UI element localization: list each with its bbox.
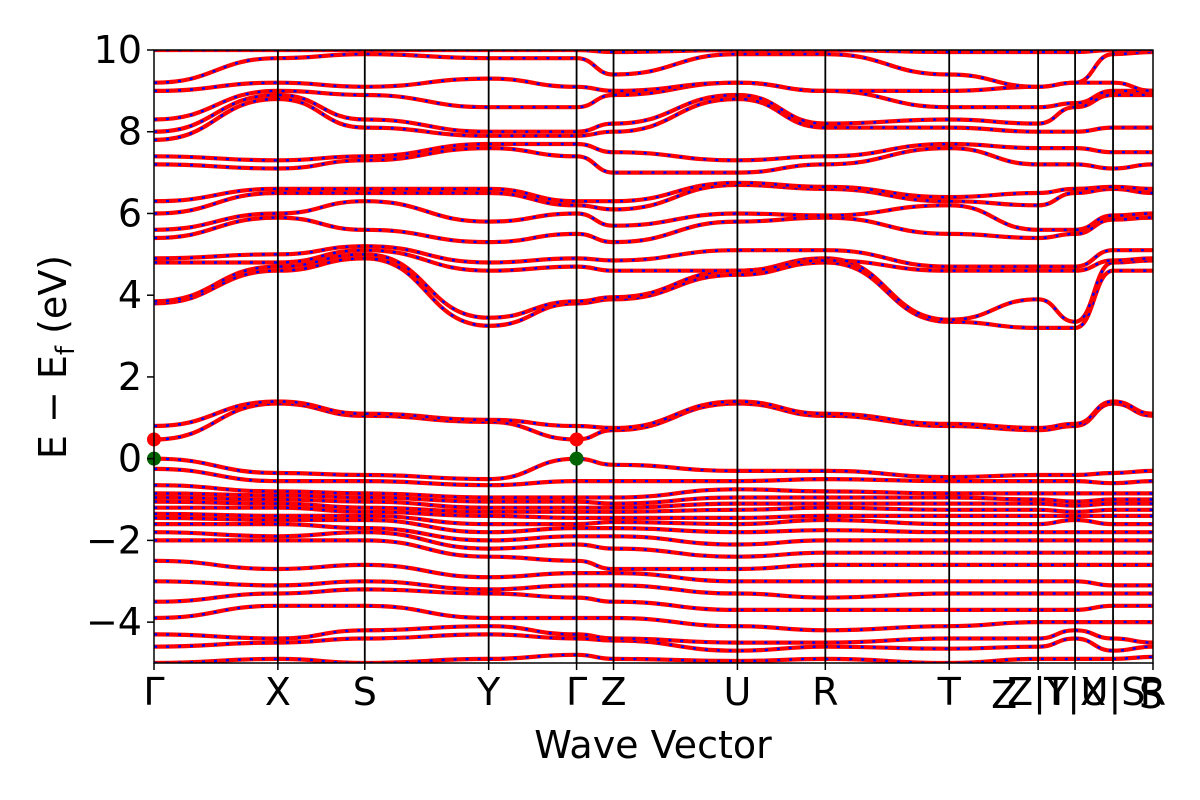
x-tick-label: Γ: [566, 670, 587, 714]
y-tick-label: 2: [118, 355, 142, 399]
x-tick-label: R: [812, 670, 838, 714]
x-tick-label: T|X: [1043, 670, 1106, 715]
x-tick-label: Z: [601, 670, 627, 714]
y-axis-label: E − Ef (eV): [31, 255, 81, 459]
y-tick-label: 4: [118, 273, 142, 317]
band-19-spin-down: [154, 457, 1153, 481]
band-14-spin-up: [154, 499, 1153, 514]
band-30-spin-up: [154, 145, 1153, 175]
band-19-spin-up: [154, 456, 1153, 482]
band-2-spin-up: [154, 632, 1153, 653]
band-29-spin-up: [154, 180, 1153, 204]
band-6-spin-up: [154, 579, 1153, 600]
x-axis-ticks: Γ X S Y Γ Z U R T Z|YT|XU|SRZ S: [143, 663, 1166, 717]
y-axis-label-main: E − E: [31, 355, 75, 459]
x-tick-label: X: [265, 670, 291, 714]
band-36-spin-down: [154, 50, 1153, 89]
y-tick-label: 8: [118, 110, 142, 154]
y-tick-label: 6: [118, 191, 142, 235]
band-21-spin-down: [154, 400, 1153, 430]
band-16-spin-up: [154, 491, 1153, 506]
y-axis-ticks: −4 −2 0 2 4 6 8 10: [86, 28, 154, 644]
x-tick-label: U|S: [1081, 670, 1146, 715]
band-7-spin-up: [154, 558, 1153, 588]
x-tick-label: Z: [991, 673, 1017, 717]
band-3-spin-up: [154, 624, 1153, 645]
bands-layer: [154, 50, 1153, 663]
band-12-spin-up: [154, 511, 1153, 527]
band-22-spin-up: [154, 256, 1153, 330]
x-tick-label: Z|Y: [1007, 670, 1070, 715]
x-tick-label: Γ: [143, 670, 164, 714]
band-26-spin-up: [154, 215, 1153, 245]
band-23-spin-down: [154, 253, 1153, 324]
band-17-spin-up: [154, 483, 1153, 500]
x-tick-label: Y: [476, 670, 501, 714]
y-tick-label: 10: [94, 28, 142, 72]
y-tick-label: −4: [86, 600, 142, 644]
vbm-marker-2: [569, 451, 584, 466]
y-axis-label-unit: (eV): [31, 255, 75, 346]
high-symmetry-lines: [276, 50, 1114, 663]
band-33-spin-up: [154, 92, 1153, 134]
x-axis-label: Wave Vector: [534, 723, 772, 767]
band-5-spin-up: [154, 587, 1153, 613]
y-tick-label: −2: [86, 518, 142, 562]
band-31-spin-up: [154, 141, 1153, 163]
band-28-spin-down: [154, 183, 1153, 215]
plot-frame: [153, 49, 1154, 664]
band-4-spin-up: [154, 603, 1153, 633]
x-tick-label: S: [1139, 673, 1163, 717]
band-24-spin-up: [154, 248, 1153, 273]
x-tick-label: T: [937, 670, 962, 714]
band-27-spin-down: [154, 199, 1153, 232]
band-13-spin-up: [154, 505, 1153, 521]
y-axis-label-subscript: f: [51, 345, 81, 355]
band-9-spin-up: [154, 530, 1153, 559]
band-32-spin-up: [154, 96, 1153, 142]
x-tick-label: U: [724, 670, 752, 714]
band-1-spin-up: [154, 652, 1153, 663]
band-8-spin-up: [154, 538, 1153, 572]
band-18-spin-up: [154, 466, 1153, 488]
band-15-spin-up: [154, 495, 1153, 510]
x-tick-label: S: [353, 670, 377, 714]
band-10-spin-up: [154, 521, 1153, 547]
band-25-spin-up: [154, 244, 1153, 269]
band-11-spin-up: [154, 515, 1153, 535]
x-tick-label: R: [1140, 670, 1166, 714]
cbm-marker-2: [569, 432, 584, 447]
y-tick-label: 0: [118, 437, 142, 481]
